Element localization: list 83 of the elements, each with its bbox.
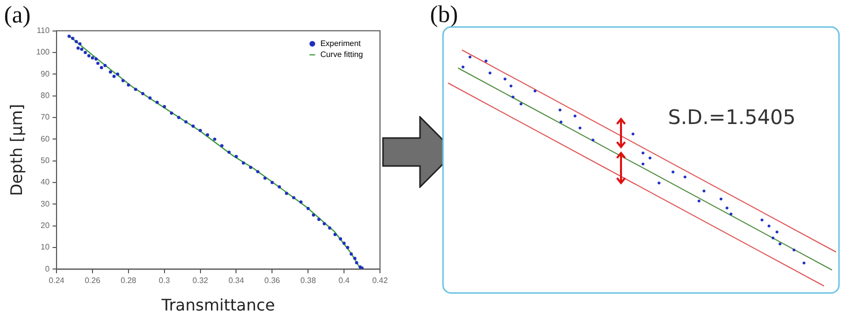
point — [328, 226, 332, 230]
point — [71, 36, 74, 40]
x-tick-label: 0.28 — [120, 276, 137, 286]
point — [192, 124, 195, 128]
point — [306, 206, 310, 210]
point — [177, 116, 180, 120]
y-tick-label: 10 — [40, 242, 50, 252]
y-tick-label: 0 — [45, 264, 50, 274]
x-tick-label: 0.38 — [300, 276, 316, 286]
point — [263, 176, 267, 180]
point — [108, 70, 112, 74]
point — [270, 180, 274, 184]
point — [234, 154, 238, 158]
point — [184, 120, 188, 124]
point — [74, 40, 78, 44]
point — [170, 112, 174, 115]
point — [80, 48, 84, 51]
point — [90, 56, 94, 60]
point — [249, 166, 252, 169]
point — [84, 50, 87, 54]
y-tick-label: 90 — [40, 69, 50, 78]
point — [317, 218, 321, 221]
point — [162, 105, 166, 108]
point — [112, 74, 116, 78]
point — [346, 246, 350, 250]
point — [350, 252, 353, 256]
x-axis-title: Transmittance — [160, 296, 275, 315]
point — [333, 232, 337, 236]
x-tick-label: 0.3 — [158, 276, 170, 286]
x-tick-label: 0.4 — [338, 276, 350, 286]
point — [322, 222, 326, 226]
y-tick-label: 40 — [40, 178, 50, 187]
point — [156, 100, 159, 104]
point — [256, 170, 260, 174]
point — [353, 256, 356, 260]
y-tick-label: 80 — [40, 91, 50, 100]
point — [227, 150, 231, 154]
point — [213, 138, 216, 141]
text: (b) — [430, 2, 458, 29]
x-tick-label: 0.42 — [372, 276, 388, 286]
point — [103, 64, 107, 68]
point — [116, 72, 120, 76]
point — [342, 242, 346, 245]
x-tick-label: 0.26 — [84, 276, 101, 286]
y-tick-label: 30 — [40, 199, 50, 208]
x-tick-label: 0.34 — [228, 276, 245, 286]
point — [141, 92, 144, 96]
text: S.D.=1.5405 — [668, 105, 796, 129]
y-tick-label: 70 — [40, 112, 50, 122]
point — [100, 66, 104, 70]
point — [94, 57, 98, 61]
point — [126, 83, 130, 87]
x-tick-label: 0.32 — [192, 276, 209, 286]
y-tick-label: 100 — [36, 48, 50, 57]
y-tick-label: 110 — [36, 26, 50, 36]
point — [338, 237, 342, 240]
point — [292, 196, 296, 200]
chart-title: (a) — [4, 2, 31, 29]
point — [68, 34, 71, 38]
point — [284, 192, 288, 195]
y-tick-label: 20 — [40, 221, 50, 230]
point — [278, 185, 281, 188]
legend-label: Curve fitting — [320, 50, 364, 60]
x-tick-label: 0.36 — [264, 276, 281, 286]
point — [148, 96, 152, 100]
point — [312, 213, 316, 217]
point — [355, 261, 358, 264]
point — [299, 200, 303, 204]
point — [78, 42, 82, 46]
point — [76, 46, 80, 50]
point — [198, 128, 202, 132]
point — [96, 62, 100, 65]
point — [134, 88, 138, 91]
y-tick-label: 50 — [40, 156, 50, 166]
point — [87, 54, 90, 58]
y-axis-title: Depth [μm] — [6, 104, 26, 196]
point — [206, 133, 210, 136]
x-tick-label: 0.24 — [48, 276, 65, 286]
y-tick-label: 60 — [40, 134, 50, 144]
legend-label: Experiment — [320, 39, 362, 48]
point — [121, 79, 125, 82]
point — [242, 161, 246, 165]
point — [220, 144, 224, 148]
